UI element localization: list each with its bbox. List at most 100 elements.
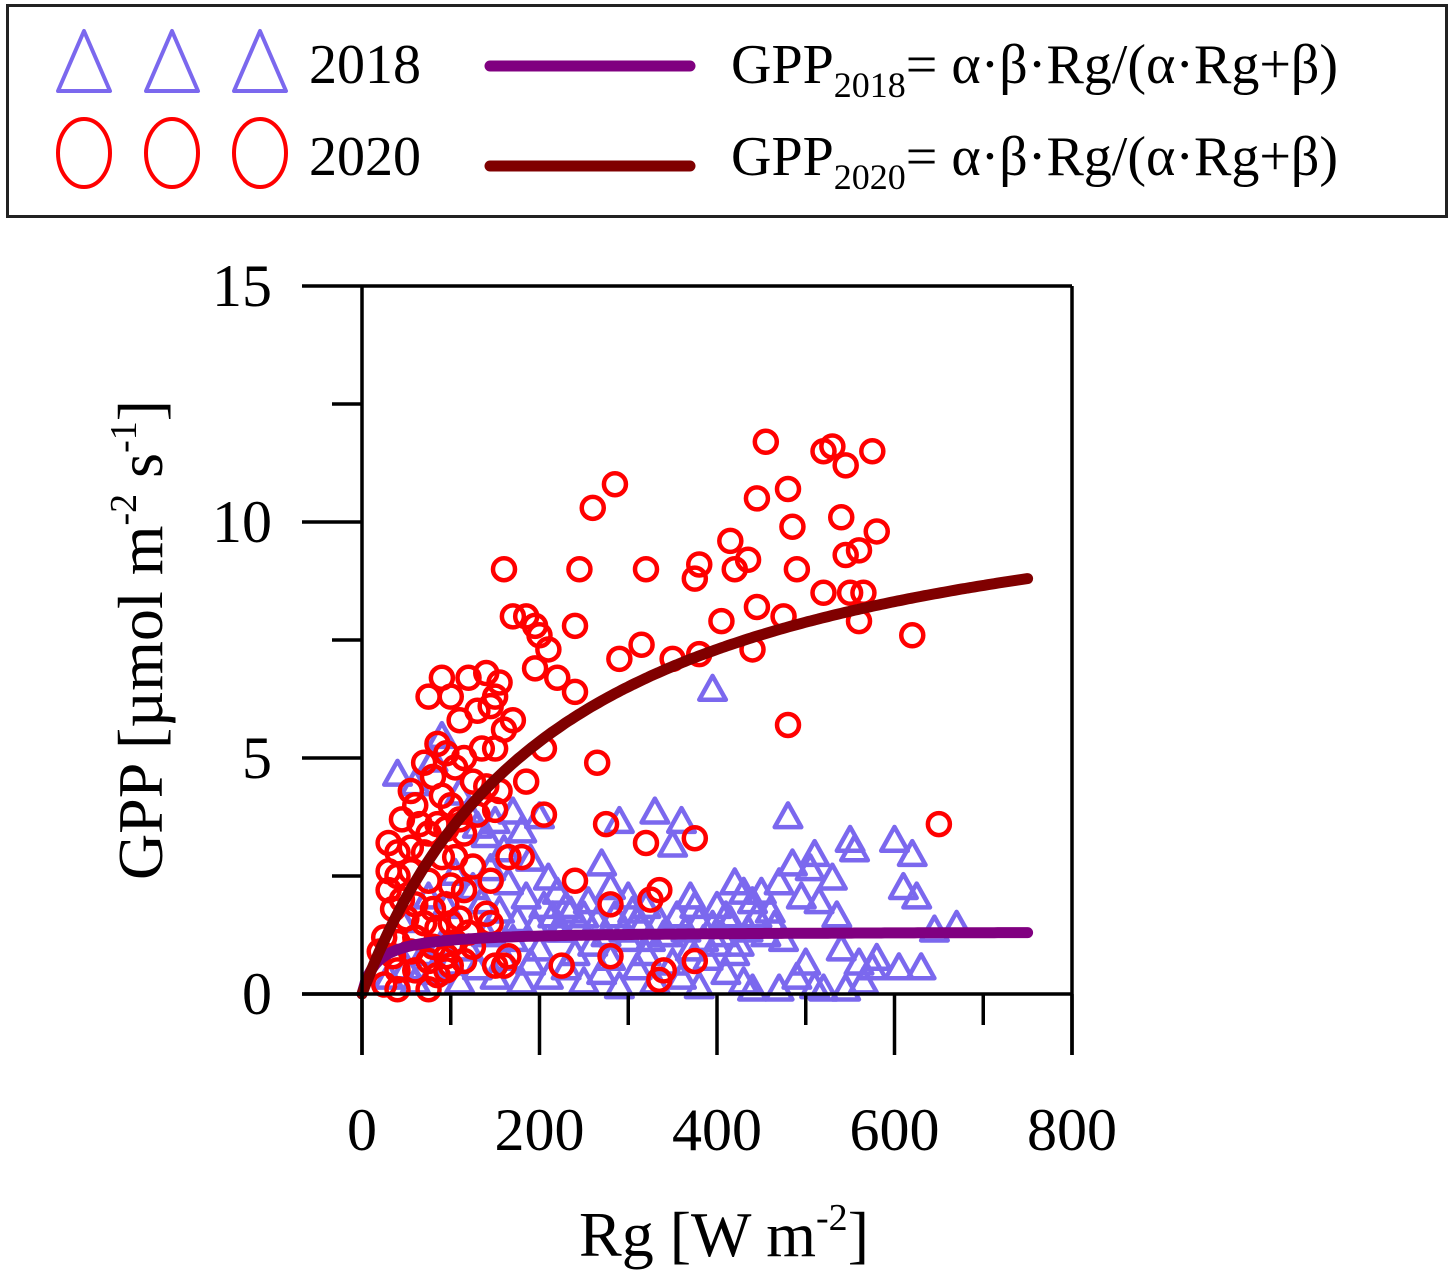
x-axis-title-sup: -2 [816,1197,848,1239]
data-point-circle [455,664,482,692]
data-point-triangle [515,843,547,872]
data-point-triangle [466,886,498,915]
data-point-circle [783,555,811,583]
legend-circle-icon [56,117,112,189]
data-point-circle [832,541,859,569]
data-point-triangle [736,973,769,1002]
data-point-triangle [807,973,840,1002]
data-point-triangle [741,900,773,929]
data-point-circle [384,976,411,1003]
data-point-circle [437,952,464,979]
data-point-circle [632,555,660,583]
data-point-circle [774,475,802,503]
legend-markers [56,29,696,189]
fit-curve-2018 [356,927,1034,1000]
data-point-triangle [839,834,871,863]
data-point-triangle [901,881,933,910]
legend: 2018 2020 GPP2018= α·β·Rg/(α·Rg+β) GPP20… [6,4,1448,218]
data-point-circle [686,551,713,578]
data-point-triangle [657,829,689,858]
data-point-triangle [692,942,724,972]
y-axis-title-text: GPP [µmol m [105,525,176,881]
data-point-circle [450,876,478,904]
data-point-circle [836,579,864,607]
legend-triangle-icon [232,29,288,93]
formula-subscript: 2020 [833,157,906,197]
formula-subscript: 2018 [833,65,906,105]
data-point-circle [597,942,624,970]
data-point-circle [415,976,442,1003]
data-point-triangle [772,801,804,830]
data-point-triangle [506,815,538,844]
data-point-circle [743,485,771,512]
data-point-triangle [541,876,573,905]
data-point-circle [508,843,535,871]
data-point-circle [388,806,416,833]
data-point-triangle [577,928,609,957]
x-tick-label: 200 [494,1097,585,1163]
legend-triangle-icon [56,29,112,93]
data-point-circle [708,607,735,635]
data-point-triangle [816,862,848,891]
legend-formula-2018: GPP2018= α·β·Rg/(α·Rg+β) [731,37,1338,113]
data-point-triangle [785,881,817,910]
legend-triangle-icon [144,29,200,93]
data-point-triangle [515,947,547,976]
data-point-circle [428,664,456,692]
data-point-triangle [683,971,715,1000]
data-point-triangle [572,886,604,915]
y-tick-label: 5 [242,725,272,791]
data-point-circle [544,664,571,692]
data-point-circle [681,947,709,975]
data-point-circle [473,773,500,800]
data-point-circle [530,801,558,828]
data-point-circle [512,768,540,795]
data-point-circle [832,452,859,479]
data-point-triangle [630,937,662,967]
data-point-circle [459,768,487,795]
data-point-circle [850,579,877,607]
data-point-circle [828,504,855,531]
axes [302,284,1074,1055]
data-point-triangle [617,895,649,924]
data-point-triangle [679,890,711,920]
data-point-circle [779,513,806,540]
data-point-circle [481,683,509,710]
x-tick-label: 600 [849,1097,940,1163]
data-point-triangle [603,805,635,835]
data-point-triangle [776,848,808,877]
data-point-circle [592,810,620,838]
data-point-circle [384,957,411,984]
y-axis-title-sup: -2 [103,493,145,526]
data-point-circle [810,579,837,607]
data-point-circle [597,891,624,918]
legend-circle-icon [232,117,288,189]
data-point-triangle [861,942,893,972]
data-point-circle [650,957,677,984]
data-point-triangle [763,867,795,896]
data-point-circle [583,749,611,776]
data-point-circle [481,796,509,824]
data-point-triangle [586,956,618,986]
data-point-circle [859,437,886,465]
data-point-circle [459,853,487,880]
data-point-triangle [799,838,831,868]
data-point-circle [863,518,890,545]
data-point-triangle [896,838,928,868]
data-point-circle [681,824,709,852]
x-axis-title: Rg [W m-2] [579,1196,869,1272]
data-point-circle [468,735,496,762]
data-point-triangle [803,886,835,915]
data-point-circle [752,428,780,456]
data-point-circle [486,669,513,696]
data-point-triangle [523,933,556,962]
data-point-triangle [878,824,911,854]
data-point-triangle [710,956,742,986]
formula-body: = α·β·Rg/(α·Rg+β) [905,126,1339,188]
data-point-triangle [794,853,826,882]
data-point-triangle [883,952,915,981]
data-point-circle [397,777,425,805]
data-point-triangle [532,862,564,891]
data-point-circle [477,909,504,937]
